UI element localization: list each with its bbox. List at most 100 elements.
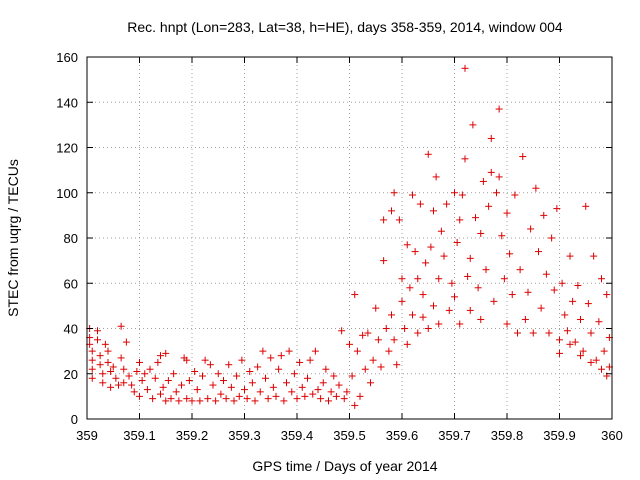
data-point (469, 121, 477, 129)
data-point (419, 313, 427, 321)
data-point (220, 377, 227, 385)
x-tick-label: 359.3 (228, 428, 261, 443)
data-point (406, 284, 414, 292)
data-point (461, 155, 469, 163)
data-point (122, 338, 130, 346)
x-tick-label: 359 (76, 428, 98, 443)
data-point (204, 395, 212, 403)
data-point (477, 229, 485, 237)
data-point (178, 381, 185, 389)
data-point (361, 365, 369, 373)
data-point (136, 358, 143, 366)
data-point (490, 297, 498, 305)
data-point (183, 395, 191, 403)
x-tick-label: 359.5 (333, 428, 366, 443)
data-point (298, 383, 306, 391)
data-point (338, 327, 346, 335)
data-point (556, 336, 563, 344)
data-point (390, 336, 398, 344)
data-point (430, 302, 437, 310)
data-point (364, 329, 372, 337)
data-point (157, 352, 164, 360)
data-point (96, 352, 104, 360)
data-point (411, 248, 419, 256)
data-point (233, 372, 241, 380)
data-point (495, 173, 503, 181)
y-tick-label: 0 (71, 412, 78, 427)
data-point (485, 202, 493, 210)
data-point (107, 383, 115, 391)
data-point (199, 372, 206, 380)
x-tick-label: 359.7 (438, 428, 471, 443)
data-point (595, 318, 603, 326)
data-point (487, 134, 495, 142)
data-point (162, 397, 170, 405)
data-point (99, 379, 107, 387)
data-point (101, 340, 109, 348)
data-point (343, 388, 351, 396)
data-point (164, 377, 172, 385)
data-point (535, 248, 542, 256)
data-point (566, 340, 574, 348)
x-axis-title: GPS time / Days of year 2014 (252, 458, 437, 474)
data-point (196, 397, 204, 405)
data-point (503, 320, 511, 328)
data-point (88, 365, 96, 373)
data-point (283, 379, 290, 387)
data-point (445, 306, 453, 314)
data-point (542, 270, 550, 278)
data-point (430, 207, 437, 215)
data-point (296, 358, 304, 366)
data-point (133, 367, 141, 375)
data-point (493, 189, 500, 197)
data-point (487, 168, 495, 176)
data-point (563, 327, 571, 335)
data-point (335, 381, 343, 389)
data-point (157, 390, 164, 398)
data-point (600, 347, 608, 355)
data-point (416, 200, 424, 208)
data-point (495, 105, 503, 113)
data-point (516, 266, 524, 274)
data-point (149, 395, 157, 403)
data-point (185, 377, 193, 385)
data-point (212, 397, 220, 405)
data-point (104, 347, 112, 355)
y-tick-label: 60 (64, 276, 78, 291)
data-point (556, 349, 563, 357)
data-point (146, 365, 154, 373)
data-point (167, 395, 175, 403)
data-point (141, 370, 149, 378)
data-point (241, 386, 248, 394)
data-point (377, 363, 385, 371)
data-point (603, 291, 611, 299)
data-point (88, 356, 96, 364)
data-point (398, 275, 406, 283)
data-point (217, 390, 225, 398)
data-point (414, 329, 422, 337)
data-point (309, 390, 317, 398)
data-point (458, 191, 466, 199)
y-tick-label: 100 (56, 186, 78, 201)
data-point (511, 191, 519, 199)
data-point (571, 338, 579, 346)
y-axis-title: STEC from uqrg / TECUs (5, 159, 21, 317)
data-point (235, 392, 243, 400)
data-point (285, 347, 293, 355)
data-point (548, 234, 556, 242)
data-point (385, 347, 393, 355)
data-point (587, 329, 595, 337)
data-point (451, 293, 458, 301)
data-point (380, 257, 388, 265)
data-point (311, 347, 319, 355)
data-point (529, 329, 537, 337)
data-point (409, 311, 416, 319)
data-point (521, 315, 529, 323)
data-point (466, 306, 474, 314)
data-point (453, 239, 461, 247)
x-tick-label: 359.4 (281, 428, 314, 443)
data-point (130, 388, 138, 396)
data-point (466, 254, 474, 262)
data-point (340, 395, 348, 403)
